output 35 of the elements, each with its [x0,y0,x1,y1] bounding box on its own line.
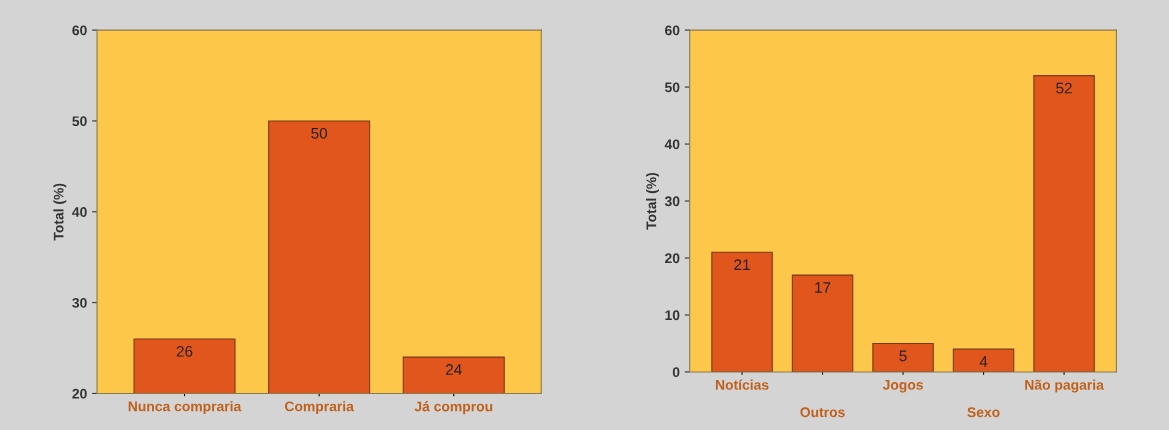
y-tick-label: 50 [72,116,87,127]
x-tick-label: Outros [800,407,845,418]
y-tick-label: 60 [72,25,87,36]
x-tick-label: Não pagaria [1025,379,1104,393]
bar [791,274,854,372]
y-tick-label: 60 [665,25,680,36]
x-tick-label: Já comprou [414,401,493,415]
bar [952,348,1015,372]
y-tick-label: 50 [664,82,680,93]
x-tick-label: Sexo [967,407,1000,418]
data-label: 26 [176,345,193,357]
data-label: 5 [899,350,907,362]
y-tick-label: 10 [665,310,680,321]
data-label: 52 [1056,82,1072,94]
y-tick-label: 20 [72,388,87,399]
x-tick-label: Notícias [715,379,769,390]
y-tick-label: 30 [72,297,87,308]
data-label: 21 [734,259,750,270]
y-axis-title: Total (%) [53,183,67,241]
bar [1033,75,1095,372]
x-tick-label: Nunca compraria [128,401,242,415]
data-label: 17 [815,282,831,293]
bar [711,251,773,372]
data-label: 24 [446,364,462,375]
y-tick-label: 0 [672,367,680,378]
y-tick-label: 40 [72,207,87,217]
x-tick-label: Jogos [882,380,923,393]
y-tick-label: 40 [664,139,680,150]
x-tick-label: Compraria [284,401,354,415]
data-label: 50 [311,127,328,139]
bar [872,342,934,372]
data-label: 4 [979,356,988,367]
y-axis-title: Total (%) [646,172,659,230]
y-tick-label: 30 [664,196,680,207]
y-tick-label: 20 [665,253,680,264]
